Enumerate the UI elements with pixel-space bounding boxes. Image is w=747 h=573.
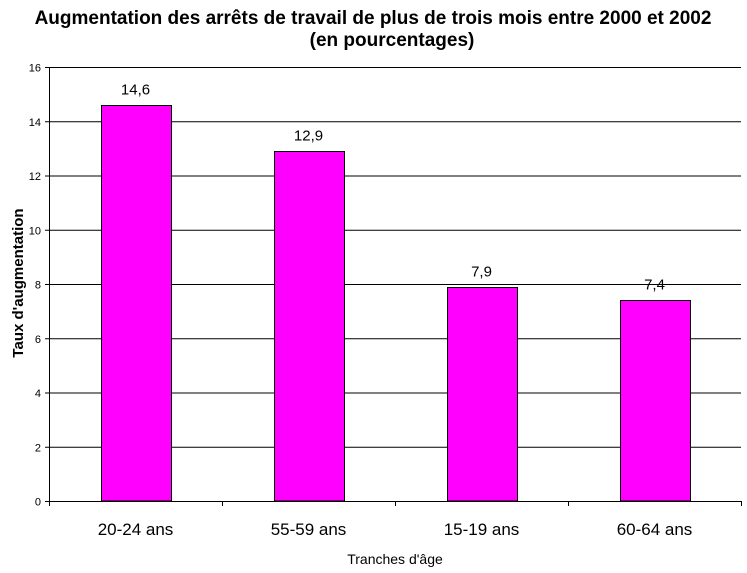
x-axis-title: Tranches d'âge: [347, 551, 443, 567]
data-label-15-19 ans: 7,9: [471, 264, 492, 281]
chart-subtitle: (en pourcentages): [310, 30, 475, 51]
data-label-60-64 ans: 7,4: [644, 277, 665, 294]
y-tick-label-14: 14: [29, 117, 41, 129]
y-tick-label-8: 8: [35, 280, 41, 292]
y-tick-label-6: 6: [35, 334, 41, 346]
x-tick-label-15-19 ans: 15-19 ans: [444, 520, 520, 539]
y-tick-label-2: 2: [35, 442, 41, 454]
y-tick-label-12: 12: [29, 171, 41, 183]
chart-title: Augmentation des arrêts de travail de pl…: [35, 8, 712, 29]
bar-55-59 ans: [274, 151, 345, 502]
y-tick-label-16: 16: [29, 63, 41, 75]
x-tick-label-20-24 ans: 20-24 ans: [98, 520, 174, 539]
bar-15-19 ans: [447, 287, 518, 502]
axes: [45, 67, 742, 506]
x-tick-label-60-64 ans: 60-64 ans: [617, 520, 693, 539]
x-tick-label-55-59 ans: 55-59 ans: [271, 520, 347, 539]
bars: [101, 105, 691, 502]
y-tick-label-10: 10: [29, 225, 41, 237]
y-tick-label-0: 0: [35, 497, 41, 509]
data-label-20-24 ans: 14,6: [121, 82, 150, 99]
x-tick-labels: 20-24 ans 55-59 ans 15-19 ans 60-64 ans: [98, 520, 693, 539]
y-tick-label-4: 4: [35, 388, 41, 400]
data-labels: 14,6 12,9 7,9 7,4: [121, 82, 665, 294]
y-tick-labels: 0 2 4 6 8 10 12 14 16: [29, 63, 41, 509]
bar-20-24 ans: [101, 105, 172, 502]
bar-60-64 ans: [620, 300, 691, 502]
y-axis-title: Taux d'augmentation: [10, 208, 27, 357]
data-label-55-59 ans: 12,9: [294, 128, 323, 145]
